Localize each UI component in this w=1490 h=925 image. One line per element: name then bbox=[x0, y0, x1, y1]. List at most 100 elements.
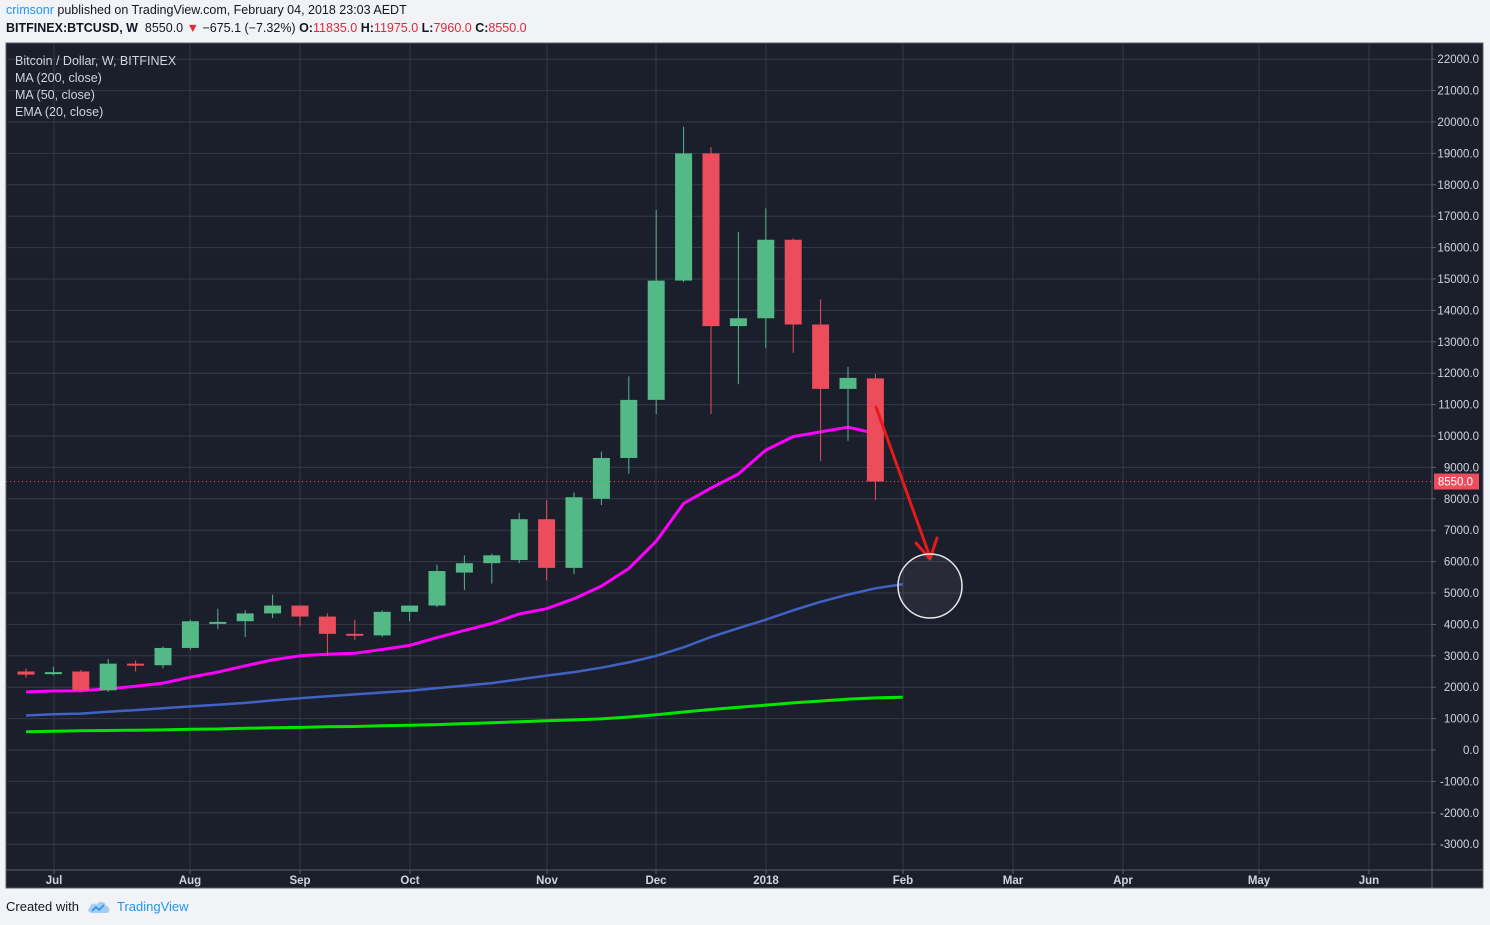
candle-up bbox=[757, 239, 775, 319]
candle-up bbox=[99, 663, 117, 691]
ma200-layer bbox=[25, 695, 903, 734]
y-tick-label: -2000.0 bbox=[1440, 808, 1479, 820]
y-tick-label: 4000.0 bbox=[1444, 619, 1479, 631]
publish-text: published on TradingView.com, February 0… bbox=[57, 3, 407, 17]
y-tick-label: 7000.0 bbox=[1444, 525, 1479, 537]
candle-up bbox=[44, 672, 62, 675]
candle-up bbox=[483, 555, 501, 564]
y-tick-label: 13000.0 bbox=[1437, 337, 1479, 349]
candle-up bbox=[675, 153, 693, 281]
created-with-text: Created with bbox=[6, 899, 79, 914]
candle-up bbox=[236, 613, 254, 622]
target-circle-annotation[interactable] bbox=[897, 553, 963, 619]
candle-up bbox=[592, 457, 610, 499]
x-tick-label: Mar bbox=[1003, 875, 1024, 887]
candle-down bbox=[72, 671, 90, 691]
ohlc-header: BITFINEX:BTCUSD, W 8550.0 ▼ −675.1 (−7.3… bbox=[6, 21, 527, 35]
last-price-badge bbox=[1434, 473, 1479, 490]
candle-up bbox=[181, 621, 199, 648]
y-tick-label: 0.0 bbox=[1463, 745, 1479, 757]
legend-ma50: MA (50, close) bbox=[15, 88, 95, 102]
candle-up bbox=[428, 571, 446, 606]
last-price-badge-label: 8550.0 bbox=[1438, 477, 1473, 489]
x-tick-label: Apr bbox=[1113, 875, 1133, 887]
open-value: 11835.0 bbox=[312, 21, 358, 35]
x-tick-label: Jul bbox=[46, 875, 63, 887]
candle-down bbox=[538, 519, 556, 568]
candle-up bbox=[729, 318, 747, 327]
footer: Created with TradingView bbox=[6, 899, 189, 914]
down-arrow-icon: ▼ bbox=[186, 21, 199, 35]
down-arrow-annotation[interactable] bbox=[874, 405, 932, 559]
candles bbox=[17, 126, 884, 692]
publish-info: crimsonr published on TradingView.com, F… bbox=[6, 3, 407, 17]
low-label: L: bbox=[421, 21, 434, 35]
y-tick-label: 10000.0 bbox=[1437, 431, 1479, 443]
y-tick-label: 3000.0 bbox=[1444, 651, 1479, 663]
chart-background bbox=[5, 42, 1484, 889]
legend-title: Bitcoin / Dollar, W, BITFINEX bbox=[15, 54, 177, 68]
y-tick-label: 17000.0 bbox=[1437, 211, 1479, 223]
legend-ma200: MA (200, close) bbox=[15, 71, 102, 85]
candle-up bbox=[209, 621, 227, 624]
price-change: −675.1 (−7.32%) bbox=[202, 21, 296, 35]
tradingview-brand: TradingView bbox=[116, 899, 189, 914]
candle-up bbox=[647, 280, 665, 400]
close-value: 8550.0 bbox=[488, 21, 527, 35]
annotations bbox=[874, 405, 963, 619]
candle-down bbox=[17, 671, 35, 675]
y-tick-label: 2000.0 bbox=[1444, 682, 1479, 694]
time-axis[interactable]: Jul Aug Sep Oct Nov Dec 2018 Feb Mar Apr May Jun bbox=[46, 870, 1380, 887]
y-tick-label: 14000.0 bbox=[1437, 305, 1479, 317]
author-link[interactable]: crimsonr bbox=[6, 3, 54, 17]
arrow-head-icon bbox=[914, 536, 939, 561]
y-tick-label: -3000.0 bbox=[1440, 839, 1479, 851]
x-tick-label: Feb bbox=[893, 875, 913, 887]
legend: Bitcoin / Dollar, W, BITFINEX MA (200, c… bbox=[15, 54, 177, 119]
symbol-label: BITFINEX:BTCUSD, W bbox=[6, 21, 138, 35]
y-tick-label: -1000.0 bbox=[1440, 776, 1479, 788]
x-tick-label: Nov bbox=[536, 875, 558, 887]
candle-down bbox=[346, 633, 364, 636]
y-tick-label: 21000.0 bbox=[1437, 86, 1479, 98]
candle-up bbox=[565, 497, 583, 568]
x-tick-label: Aug bbox=[179, 875, 201, 887]
y-tick-label: 16000.0 bbox=[1437, 243, 1479, 255]
x-tick-label: Oct bbox=[400, 875, 419, 887]
price-axis[interactable]: 22000.0 21000.0 20000.0 19000.0 18000.0 17000… bbox=[1432, 54, 1479, 851]
candle-down bbox=[291, 605, 309, 617]
y-tick-label: 18000.0 bbox=[1437, 180, 1479, 192]
open-label: O: bbox=[299, 21, 313, 35]
y-tick-label: 12000.0 bbox=[1437, 368, 1479, 380]
y-tick-label: 1000.0 bbox=[1444, 714, 1479, 726]
candle-down bbox=[702, 153, 720, 327]
candle-down bbox=[866, 378, 884, 482]
x-tick-label: May bbox=[1248, 875, 1271, 887]
legend-ema20: EMA (20, close) bbox=[15, 105, 103, 119]
ema20-line bbox=[25, 425, 876, 694]
tradingview-cloud-icon bbox=[88, 901, 110, 913]
close-label: C: bbox=[475, 21, 489, 35]
last-price: 8550.0 bbox=[144, 21, 184, 35]
tradingview-link[interactable]: TradingView bbox=[87, 899, 189, 914]
candle-up bbox=[401, 605, 419, 612]
candle-down bbox=[318, 616, 336, 634]
candle-down bbox=[784, 239, 802, 325]
y-tick-label: 6000.0 bbox=[1444, 557, 1479, 569]
candle-up bbox=[510, 519, 528, 561]
y-tick-label: 8000.0 bbox=[1444, 494, 1479, 506]
candle-down bbox=[812, 324, 830, 389]
y-tick-label: 20000.0 bbox=[1437, 117, 1479, 129]
candle-up bbox=[373, 611, 391, 636]
low-value: 7960.0 bbox=[433, 21, 472, 35]
ma50-line bbox=[25, 582, 903, 717]
high-label: H: bbox=[360, 21, 374, 35]
y-tick-label: 19000.0 bbox=[1437, 148, 1479, 160]
y-tick-label: 22000.0 bbox=[1437, 54, 1479, 66]
y-tick-label: 5000.0 bbox=[1444, 588, 1479, 600]
candle-up bbox=[839, 377, 857, 389]
x-tick-label: Jun bbox=[1359, 875, 1379, 887]
y-tick-label: 9000.0 bbox=[1444, 462, 1479, 474]
candle-up bbox=[455, 563, 473, 573]
